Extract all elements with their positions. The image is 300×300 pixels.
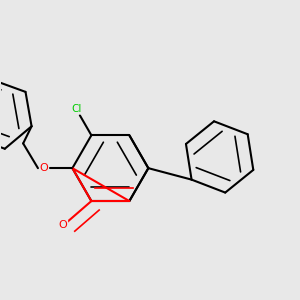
Text: O: O <box>59 220 68 230</box>
Text: Cl: Cl <box>71 104 81 114</box>
Text: O: O <box>40 163 48 173</box>
